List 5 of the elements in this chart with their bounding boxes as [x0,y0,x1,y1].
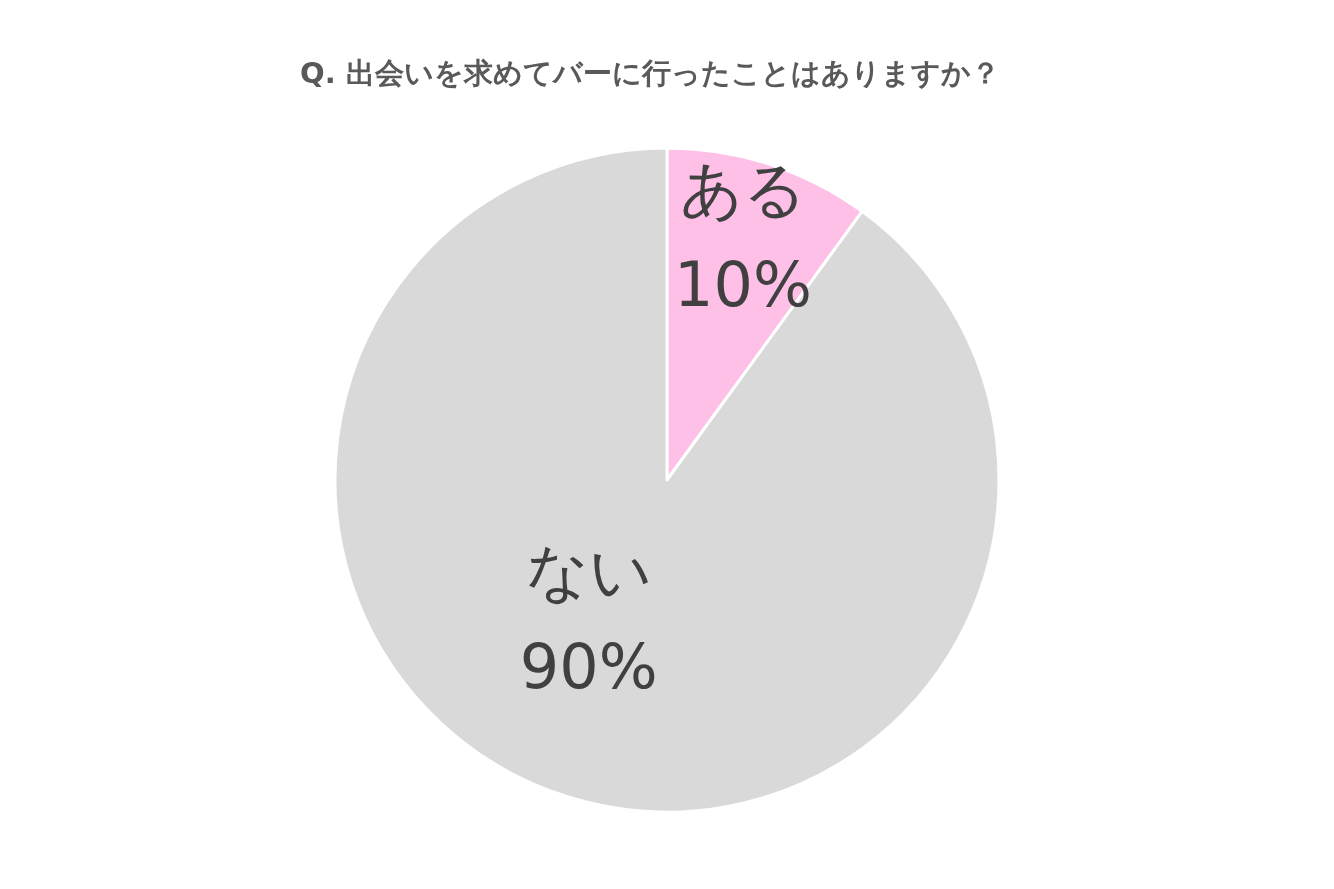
data-label: 10% [674,248,812,322]
slice-label: ない [525,535,652,609]
slice-label: ある [679,153,806,227]
chart-title: Q. 出会いを求めてバーに行ったことはありますか？ [300,56,1000,90]
data-label: 90% [519,630,658,704]
